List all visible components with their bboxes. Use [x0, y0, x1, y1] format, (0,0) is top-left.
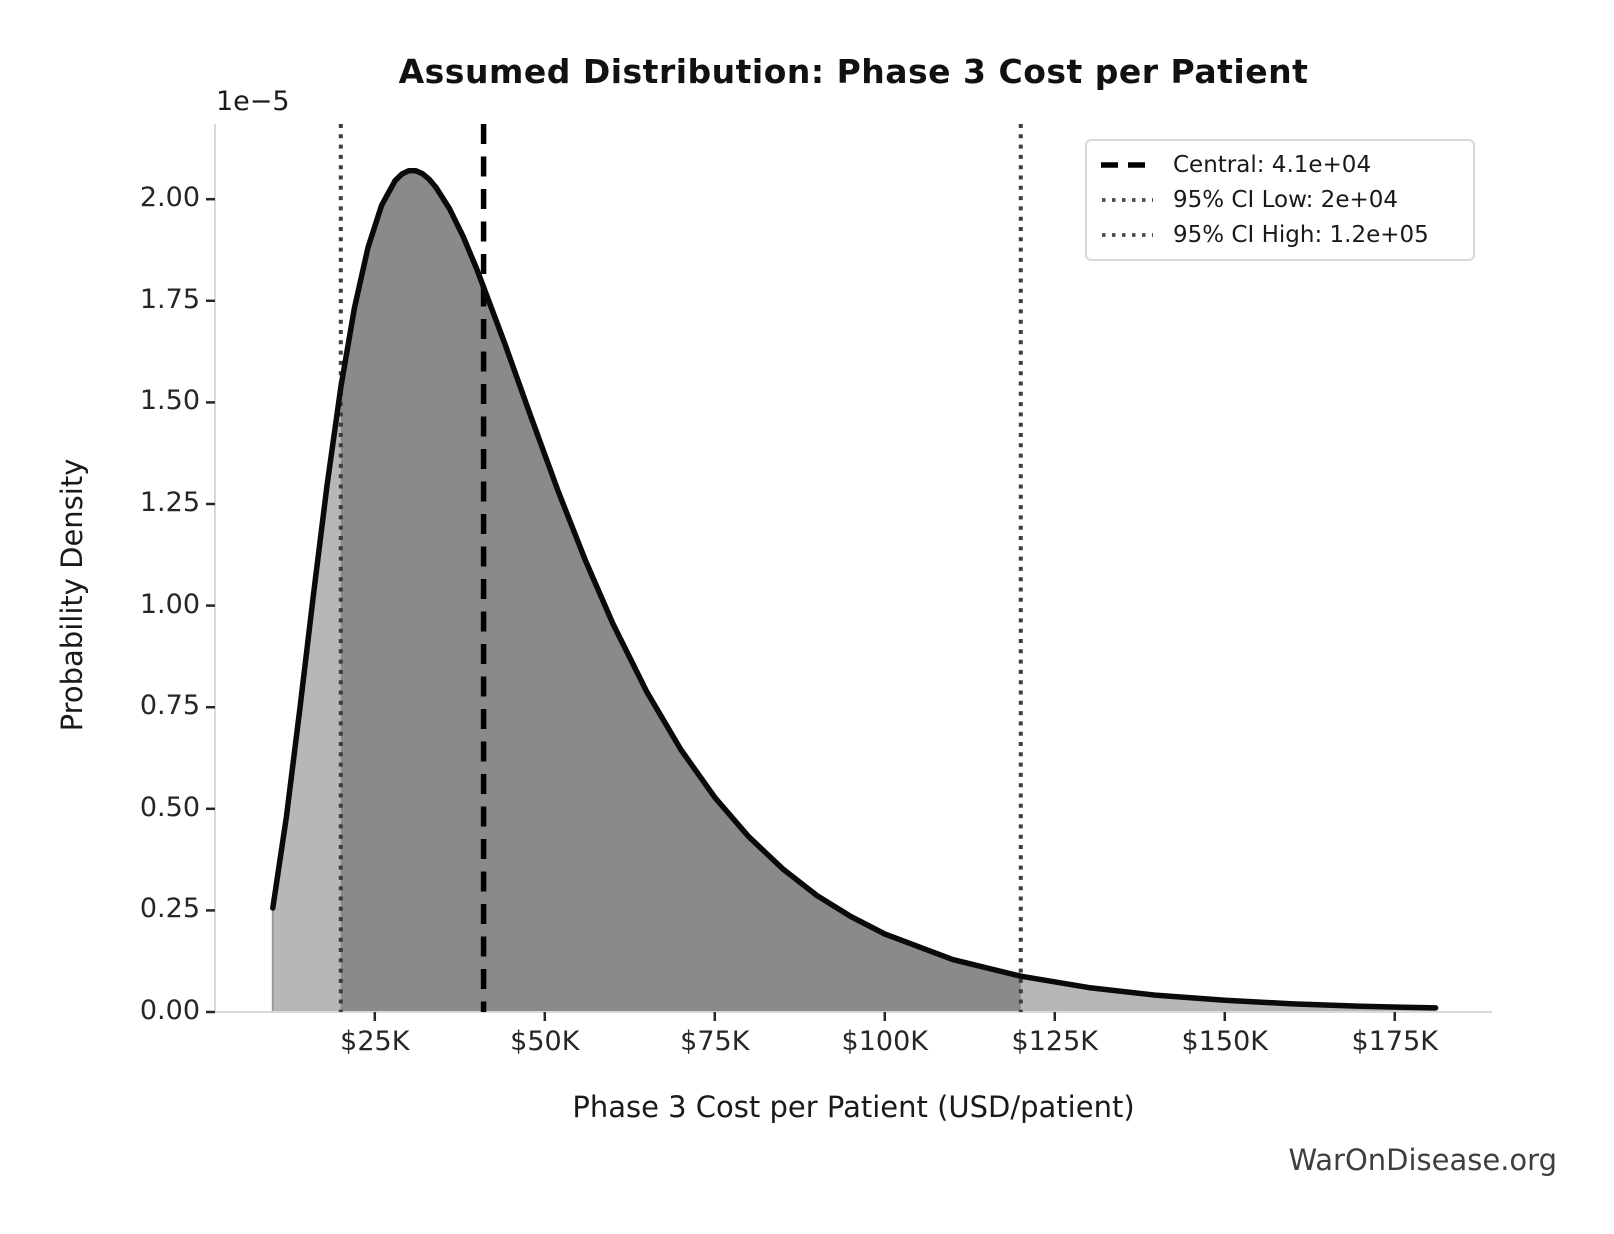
legend: Central: 4.1e+04 95% CI Low: 2e+04 95% C… [1085, 139, 1475, 261]
y-axis-offset-label: 1e−5 [216, 86, 290, 117]
y-tick-label: 1.75 [139, 283, 200, 315]
y-tick-label: 0.00 [139, 995, 200, 1026]
x-tick-label: $175K [1351, 1026, 1438, 1057]
dashed-line-icon [1101, 161, 1153, 168]
x-axis-label: Phase 3 Cost per Patient (USD/patient) [572, 1090, 1135, 1124]
dotted-line-icon [1102, 233, 1153, 238]
y-tick-label: 0.50 [139, 791, 200, 823]
x-tick-label: $100K [841, 1026, 928, 1057]
x-tick-label: $50K [510, 1026, 580, 1057]
y-tick-label: 0.75 [139, 690, 200, 722]
y-tick-label: 0.25 [139, 893, 200, 925]
legend-item-ci-low: 95% CI Low: 2e+04 [1101, 187, 1459, 213]
chart-title: Assumed Distribution: Phase 3 Cost per P… [398, 52, 1309, 91]
density-curve [270, 167, 1439, 1011]
y-tick-label: 1.00 [139, 588, 200, 620]
y-tick-label: 2.00 [139, 182, 200, 214]
legend-label-ci-high: 95% CI High: 1.2e+05 [1173, 222, 1429, 249]
x-tick-label: $25K [340, 1026, 410, 1057]
dotted-line-icon [1102, 198, 1153, 202]
distribution-fill-ci [340, 170, 1021, 1012]
legend-label-ci-low: 95% CI Low: 2e+04 [1173, 186, 1399, 213]
watermark: WarOnDisease.org [1288, 1143, 1557, 1177]
x-tick-label: $150K [1181, 1026, 1268, 1057]
y-tick-label: 1.50 [139, 385, 200, 417]
legend-item-central: Central: 4.1e+04 [1101, 152, 1459, 178]
x-tick-label: $125K [1011, 1026, 1098, 1057]
legend-label-central: Central: 4.1e+04 [1173, 151, 1372, 178]
y-tick-label: 1.25 [139, 486, 200, 518]
legend-item-ci-high: 95% CI High: 1.2e+05 [1101, 222, 1459, 248]
x-tick-label: $75K [680, 1026, 750, 1057]
